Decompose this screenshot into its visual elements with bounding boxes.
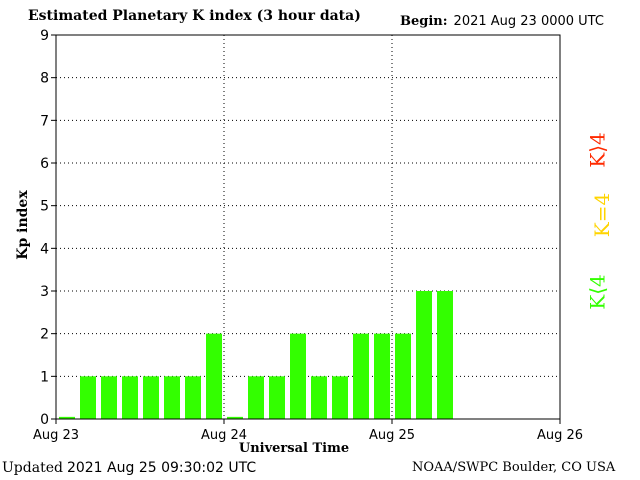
kp-bar — [185, 376, 201, 419]
kp-bar — [59, 416, 75, 419]
y-tick-label: 6 — [40, 156, 49, 172]
kp-bar — [164, 376, 180, 419]
kp-bar — [206, 333, 222, 419]
kp-bar — [248, 376, 264, 419]
chart-title: Estimated Planetary K index (3 hour data… — [28, 8, 361, 24]
legend-k-less-4: K⟨4 — [585, 274, 610, 310]
kp-bar — [395, 333, 411, 419]
y-tick-label: 0 — [40, 412, 49, 428]
y-tick-label: 8 — [40, 71, 49, 87]
updated-value: 2021 Aug 25 09:30:02 UTC — [66, 460, 257, 476]
legend-k-greater-4: K⟩4 — [585, 132, 610, 168]
kp-bar — [269, 376, 285, 419]
kp-bar — [353, 333, 369, 419]
begin-time: Begin: 2021 Aug 23 0000 UTC — [400, 14, 604, 29]
kp-bar — [311, 376, 327, 419]
kp-bar — [416, 291, 432, 419]
kp-bar — [437, 291, 453, 419]
y-axis-label: Kp index — [15, 190, 31, 260]
kp-bar — [143, 376, 159, 419]
x-tick-label: Aug 23 — [33, 428, 79, 443]
begin-value: 2021 Aug 23 0000 UTC — [453, 14, 604, 29]
begin-label: Begin: — [400, 14, 448, 29]
y-tick-label: 3 — [40, 284, 49, 300]
x-axis-label: Universal Time — [239, 441, 349, 456]
y-tick-label: 9 — [40, 28, 49, 44]
x-tick-label: Aug 26 — [537, 428, 583, 443]
kp-bar — [122, 376, 138, 419]
kp-bar — [80, 376, 96, 419]
updated-label: Updated — [2, 460, 63, 476]
y-tick-label: 7 — [40, 113, 49, 129]
kp-bar — [290, 333, 306, 419]
updated-timestamp: Updated 2021 Aug 25 09:30:02 UTC — [2, 460, 256, 476]
y-tick-label: 2 — [40, 327, 49, 343]
kp-bar — [374, 333, 390, 419]
legend-k-equal-4: K=4 — [590, 192, 615, 238]
x-tick-label: Aug 24 — [201, 428, 247, 443]
y-tick-label: 4 — [40, 241, 49, 257]
source-credit: NOAA/SWPC Boulder, CO USA — [412, 460, 616, 475]
y-tick-label: 5 — [40, 199, 49, 215]
kp-bar — [227, 416, 243, 419]
kp-bar — [101, 376, 117, 419]
y-tick-label: 1 — [40, 369, 49, 385]
kp-bar — [332, 376, 348, 419]
x-tick-label: Aug 25 — [369, 428, 415, 443]
plot-frame — [55, 34, 561, 420]
